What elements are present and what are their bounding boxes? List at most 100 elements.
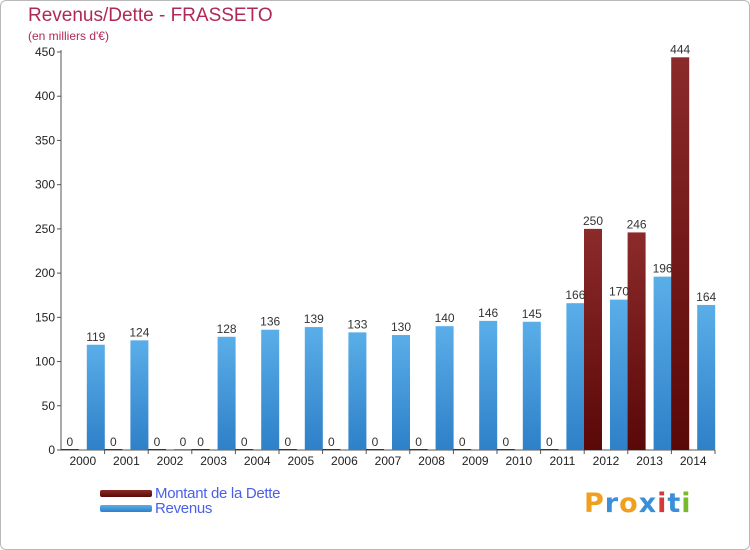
bar-dette — [191, 449, 210, 450]
bar-revenus — [217, 336, 236, 450]
data-label-dette: 250 — [583, 214, 603, 228]
bar-revenus — [435, 326, 454, 450]
data-label-revenus: 119 — [86, 330, 105, 344]
x-tick-label: 2000 — [69, 454, 96, 468]
chart-title: Revenus/Dette - FRASSETO — [28, 5, 273, 26]
data-label-revenus: 164 — [696, 290, 716, 304]
data-label-revenus: 136 — [260, 315, 280, 329]
data-label-revenus: 140 — [435, 311, 455, 325]
data-label-revenus: 0 — [180, 435, 187, 449]
legend-swatch-dette — [100, 490, 152, 497]
bar-dette — [235, 449, 254, 450]
x-tick-label: 2014 — [680, 454, 707, 468]
bar-revenus — [130, 340, 149, 450]
bar-revenus — [522, 321, 541, 450]
x-tick-label: 2001 — [113, 454, 140, 468]
x-tick-label: 2010 — [505, 454, 532, 468]
bar-revenus — [392, 335, 410, 450]
data-label-dette: 246 — [627, 217, 647, 231]
x-tick-label: 2003 — [200, 454, 227, 468]
logo-letter: t — [667, 488, 682, 519]
x-tick-label: 2009 — [462, 454, 489, 468]
x-tick-label: 2005 — [287, 454, 314, 468]
data-label-dette: 0 — [546, 435, 553, 449]
bars — [60, 57, 716, 450]
data-label-dette: 0 — [372, 435, 379, 449]
data-label-revenus: 196 — [653, 262, 673, 276]
y-tick-label: 450 — [35, 45, 55, 59]
logo-letter: x — [638, 488, 658, 519]
bar-dette — [496, 449, 515, 450]
x-tick-label: 2008 — [418, 454, 445, 468]
logo-letter: P — [584, 488, 605, 519]
x-tick-label: 2006 — [331, 454, 358, 468]
data-label-revenus: 133 — [347, 317, 367, 331]
chart-subtitle: (en milliers d'€) — [28, 29, 109, 43]
data-label-dette: 0 — [284, 435, 291, 449]
data-label-revenus: 130 — [391, 320, 411, 334]
data-label-revenus: 128 — [217, 322, 237, 336]
y-tick-label: 400 — [35, 89, 55, 103]
x-tick-label: 2007 — [375, 454, 402, 468]
x-tick-label: 2013 — [636, 454, 663, 468]
y-tick-label: 350 — [35, 133, 55, 147]
y-tick-label: 250 — [35, 222, 55, 236]
bar-dette — [540, 449, 559, 450]
logo-letter: o — [619, 488, 639, 519]
bar-dette — [366, 449, 384, 450]
bar-dette — [148, 449, 166, 450]
bar-revenus — [610, 299, 628, 450]
y-tick-label: 200 — [35, 266, 55, 280]
data-label-dette: 0 — [502, 435, 509, 449]
data-label-dette: 0 — [66, 435, 73, 449]
data-label-dette: 0 — [459, 435, 466, 449]
data-label-dette: 444 — [670, 42, 690, 56]
bar-dette — [584, 228, 602, 450]
x-tick-label: 2012 — [593, 454, 620, 468]
legend-label-revenus: Revenus — [155, 500, 213, 517]
legend-item-dette: Montant de la Dette — [100, 485, 281, 502]
bar-revenus — [697, 304, 716, 450]
y-tick-label: 300 — [35, 178, 55, 192]
data-label-revenus: 139 — [304, 312, 324, 326]
proxiti-logo: Proxiti — [584, 488, 692, 519]
axes: 0 50 100 150 200 250 300 350 400 450 2000 2001 2002 2… — [35, 45, 716, 468]
bar-dette — [671, 57, 690, 450]
y-tick-label: 100 — [35, 355, 55, 369]
bar-revenus — [174, 449, 192, 450]
y-tick-label: 0 — [48, 443, 55, 457]
data-label-dette: 0 — [328, 435, 335, 449]
bar-dette — [627, 232, 646, 450]
data-label-dette: 0 — [415, 435, 422, 449]
data-label-revenus: 166 — [565, 288, 585, 302]
data-label-dette: 0 — [154, 435, 161, 449]
bar-revenus — [566, 303, 585, 450]
bar-revenus — [86, 344, 105, 450]
legend-item-revenus: Revenus — [100, 500, 280, 517]
bar-dette — [60, 449, 79, 450]
bar-revenus — [304, 327, 323, 450]
bar-dette — [453, 449, 472, 450]
legend: Montant de la Dette Revenus — [100, 485, 281, 517]
bar-dette — [322, 449, 341, 450]
bar-revenus — [348, 332, 367, 450]
bar-revenus — [653, 276, 672, 450]
logo-letter: i — [657, 488, 668, 519]
logo-letter: i — [681, 488, 692, 519]
data-label-dette: 0 — [241, 435, 248, 449]
bar-dette — [409, 449, 428, 450]
bar-dette — [104, 449, 123, 450]
logo-letter: r — [604, 488, 620, 519]
bar-revenus — [261, 329, 280, 450]
legend-label-dette: Montant de la Dette — [155, 485, 281, 502]
data-label-revenus: 145 — [522, 307, 542, 321]
data-label-revenus: 146 — [478, 306, 498, 320]
y-tick-label: 50 — [42, 399, 56, 413]
data-label-dette: 0 — [197, 435, 204, 449]
legend-swatch-revenus — [100, 505, 152, 512]
data-label-dette: 0 — [110, 435, 117, 449]
x-tick-label: 2011 — [549, 454, 575, 468]
